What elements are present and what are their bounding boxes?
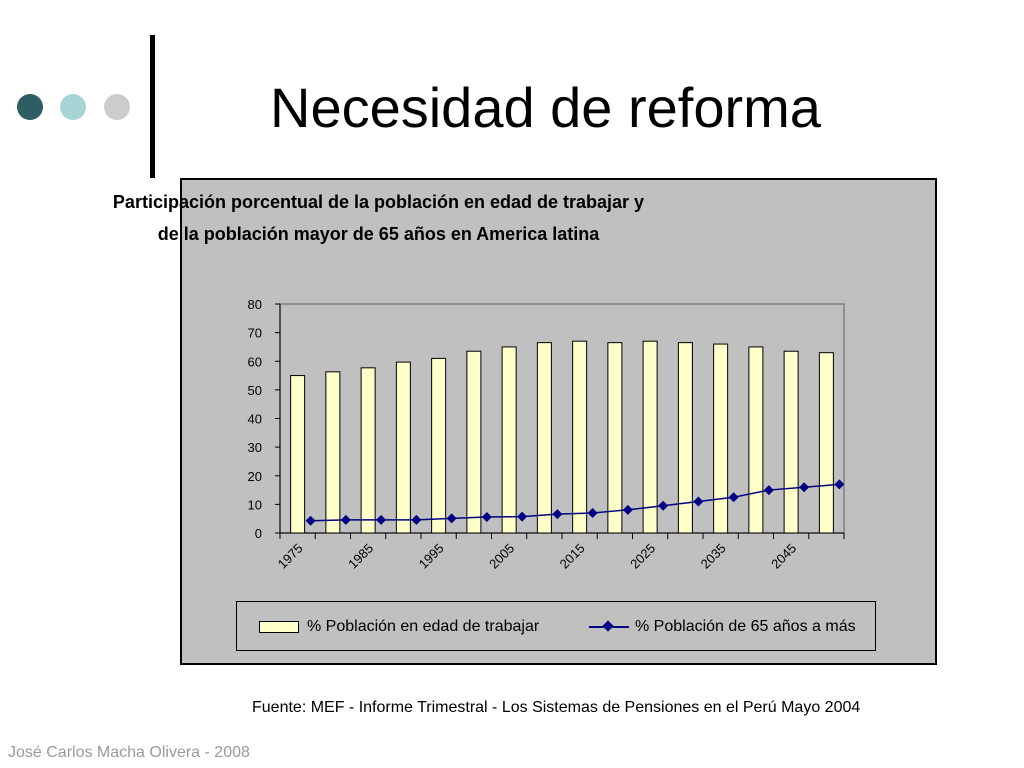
bar-working-age [360,367,376,534]
point-over65 [622,504,633,515]
chart-title-line2: de la población mayor de 65 años en Amer… [157,224,600,244]
y-tick-label: 10 [248,497,262,512]
bar-working-age [783,350,799,534]
chart-title-line1: Participación porcentual de la población… [112,192,645,212]
line-over65 [310,483,840,522]
legend-label-working-age: % Población en edad de trabajar [307,618,540,635]
y-tick-label: 0 [255,526,262,541]
x-tick-label: 2025 [627,541,658,572]
decorative-dot-light [60,94,86,120]
point-over65 [834,479,845,490]
point-over65 [693,496,704,507]
footer-author: José Carlos Macha Olivera - 2008 [8,744,250,761]
source-note: Fuente: MEF - Informe Trimestral - Los S… [252,699,861,716]
x-tick-label: 2015 [557,541,588,572]
point-over65 [552,509,563,520]
bar-working-age [290,375,306,534]
decorative-dot-dark [17,94,43,120]
x-tick-label: 2005 [486,541,517,572]
bar-working-age [501,346,517,534]
title-divider [150,35,155,178]
bar-working-age [466,350,482,534]
x-tick-label: 2035 [698,541,729,572]
point-over65 [587,507,598,518]
point-over65 [481,511,492,522]
point-over65 [376,514,387,525]
bar-working-age [395,361,411,534]
bar-working-age [325,371,341,534]
bar-working-age [572,340,588,534]
bar-working-age [713,343,729,534]
legend-label-over65: % Población de 65 años a más [635,618,856,635]
y-tick-label: 80 [248,297,262,312]
y-tick-label: 70 [248,326,262,341]
point-over65 [763,485,774,496]
y-tick-label: 30 [248,440,262,455]
legend-swatch-working-age [259,621,299,633]
point-over65 [411,514,422,525]
y-tick-label: 20 [248,469,262,484]
bar-working-age [431,357,447,534]
y-tick-label: 60 [248,354,262,369]
y-tick-label: 40 [248,412,262,427]
point-over65 [446,513,457,524]
bar-working-age [536,342,552,534]
x-tick-label: 1975 [275,541,306,572]
y-tick-label: 50 [248,383,262,398]
decorative-dot-gray [104,94,130,120]
bar-working-age [677,342,693,534]
bar-working-age [818,352,834,534]
bar-working-age [748,346,764,534]
point-over65 [728,492,739,503]
chart-legend: % Población en edad de trabajar % Poblac… [236,601,876,651]
legend-marker-over65 [602,620,614,632]
chart-container [180,178,937,665]
bar-working-age [607,342,623,534]
x-tick-label: 1995 [416,541,447,572]
slide-title: Necesidad de reforma [270,76,821,139]
point-over65 [799,482,810,493]
point-over65 [305,515,316,526]
point-over65 [658,500,669,511]
point-over65 [517,511,528,522]
point-over65 [340,514,351,525]
x-tick-label: 1985 [345,541,376,572]
bar-working-age [642,340,658,534]
x-tick-label: 2045 [768,541,799,572]
